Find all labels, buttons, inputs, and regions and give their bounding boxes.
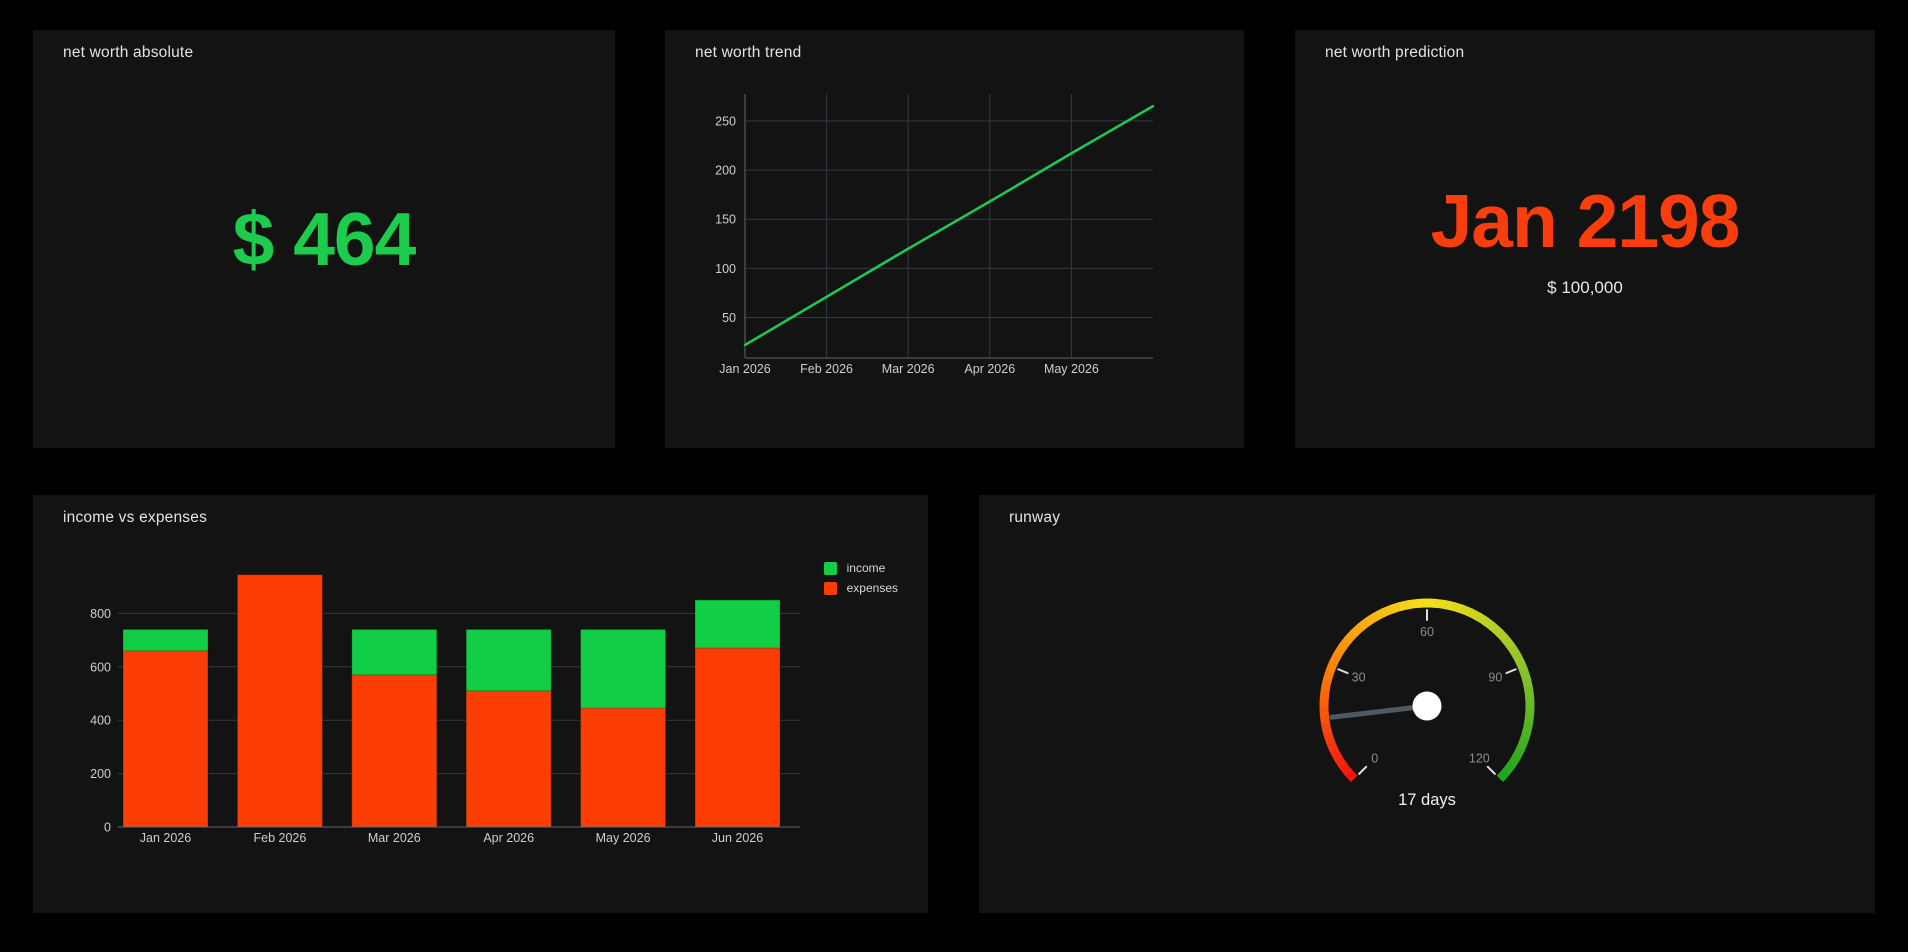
legend-label-expenses: expenses — [846, 581, 898, 595]
svg-text:200: 200 — [90, 767, 111, 781]
panel-net-worth-trend: net worth trend 50 100 150 200 250 Jan 2026 Fe… — [665, 30, 1244, 448]
trend-line-chart: 50 100 150 200 250 Jan 2026 Feb 2026 Mar 2026 Ap… — [715, 94, 1155, 376]
expenses-swatch — [823, 581, 837, 595]
runway-gauge: 0 30 60 90 120 — [1319, 598, 1535, 783]
panel-net-worth-absolute: net worth absolute $ 464 — [33, 30, 615, 448]
svg-text:100: 100 — [715, 262, 736, 276]
income-swatch — [823, 561, 837, 575]
svg-text:May 2026: May 2026 — [1044, 362, 1099, 376]
gauge-value-label: 17 days — [1398, 791, 1456, 809]
legend-item-income[interactable]: income — [823, 561, 898, 575]
net-worth-absolute-value: $ 464 — [232, 196, 417, 281]
svg-text:600: 600 — [90, 660, 111, 674]
svg-text:Apr 2026: Apr 2026 — [964, 362, 1015, 376]
svg-text:150: 150 — [715, 213, 736, 227]
panel-runway: runway 0 30 60 90 120 17 days — [979, 495, 1875, 913]
net-worth-prediction-subvalue: $ 100,000 — [1547, 278, 1623, 298]
panel-title: net worth trend — [695, 44, 802, 61]
panel-title: net worth absolute — [63, 44, 194, 61]
svg-text:May 2026: May 2026 — [596, 831, 651, 845]
svg-text:Feb 2026: Feb 2026 — [800, 362, 853, 376]
panel-title: income vs expenses — [63, 509, 208, 526]
net-worth-prediction-value: Jan 2198 — [1430, 178, 1741, 263]
svg-text:30: 30 — [1352, 671, 1366, 685]
svg-text:Feb 2026: Feb 2026 — [253, 831, 306, 845]
svg-text:0: 0 — [1371, 751, 1378, 765]
panel-net-worth-prediction: net worth prediction Jan 2198 $ 100,000 — [1295, 30, 1875, 448]
legend-label-income: income — [846, 561, 886, 575]
svg-text:Mar 2026: Mar 2026 — [368, 831, 421, 845]
svg-text:Jan 2026: Jan 2026 — [719, 362, 770, 376]
panel-income-vs-expenses: income vs expenses 0 200 400 600 800 Jan 2026… — [33, 495, 928, 913]
svg-text:50: 50 — [722, 311, 736, 325]
svg-text:Jun 2026: Jun 2026 — [712, 831, 763, 845]
svg-text:0: 0 — [104, 821, 111, 835]
panel-title: net worth prediction — [1325, 44, 1465, 61]
svg-text:Apr 2026: Apr 2026 — [483, 831, 534, 845]
svg-text:90: 90 — [1488, 671, 1502, 685]
svg-text:400: 400 — [90, 714, 111, 728]
panel-title: runway — [1009, 509, 1061, 526]
svg-text:120: 120 — [1469, 751, 1490, 765]
svg-text:250: 250 — [715, 114, 736, 128]
svg-text:60: 60 — [1420, 625, 1434, 639]
svg-text:200: 200 — [715, 164, 736, 178]
svg-text:800: 800 — [90, 607, 111, 621]
svg-text:Mar 2026: Mar 2026 — [882, 362, 935, 376]
stat-container: Jan 2198 $ 100,000 — [1295, 30, 1875, 448]
svg-text:Jan 2026: Jan 2026 — [140, 831, 191, 845]
chart-legend: income expenses — [823, 561, 898, 601]
stat-container: $ 464 — [33, 30, 615, 448]
income-expenses-bar-chart: 0 200 400 600 800 Jan 2026 Feb 2026 Mar 2026 Apr… — [90, 574, 800, 845]
legend-item-expenses[interactable]: expenses — [823, 581, 898, 595]
